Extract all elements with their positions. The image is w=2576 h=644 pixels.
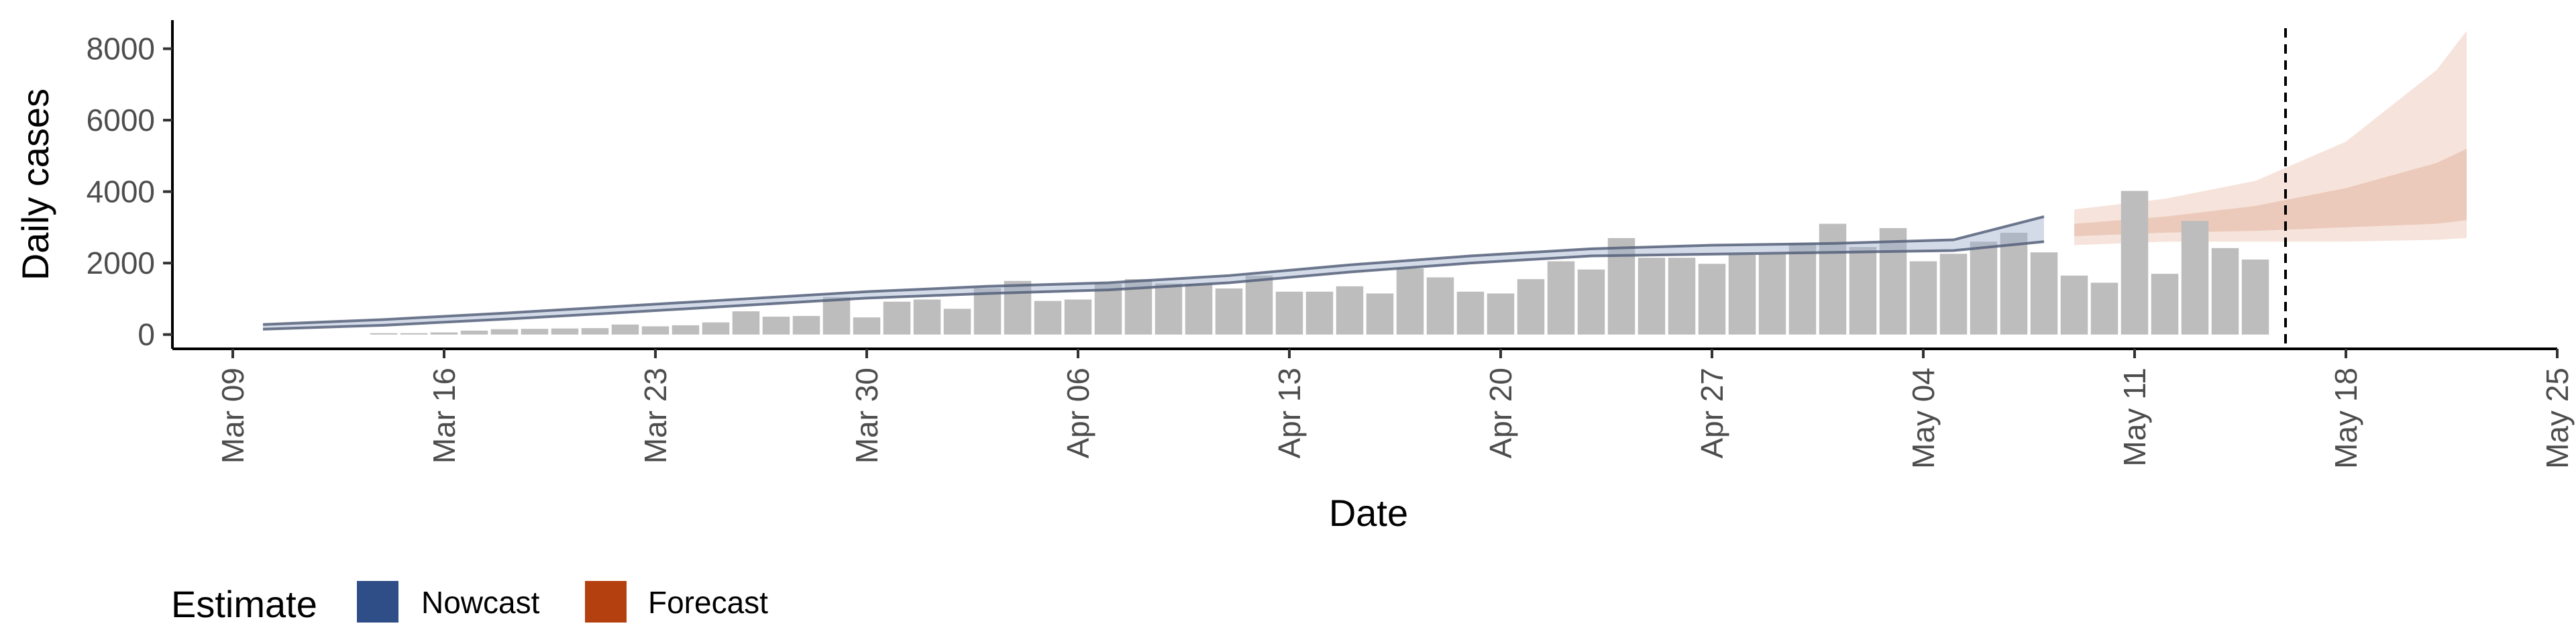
- bar-2020-04-11: [1215, 288, 1243, 335]
- bar-2020-04-05: [1034, 301, 1062, 335]
- bar-2020-04-01: [913, 299, 941, 335]
- legend: Estimate Nowcast Forecast: [171, 581, 768, 625]
- bar-2020-03-26: [732, 311, 760, 335]
- bar-2020-03-16: [430, 332, 458, 335]
- bar-2020-03-15: [400, 333, 428, 335]
- bars: [370, 191, 2269, 335]
- nowcast-upper-line: [262, 215, 2045, 326]
- nowcast-bands: [262, 215, 2045, 331]
- x-tick-label: Mar 30: [849, 368, 884, 464]
- bar-2020-05-02: [1849, 247, 1877, 335]
- bar-2020-04-06: [1064, 299, 1092, 335]
- bar-2020-05-05: [1939, 254, 1968, 335]
- bar-2020-04-26: [1668, 258, 1696, 335]
- bar-2020-03-14: [370, 333, 398, 335]
- y-tick-label: 4000: [87, 174, 155, 209]
- bar-2020-04-14: [1305, 291, 1334, 335]
- bar-2020-03-31: [883, 301, 911, 335]
- bar-2020-03-24: [672, 325, 700, 335]
- bar-2020-05-08: [2030, 252, 2058, 335]
- bar-2020-04-21: [1517, 279, 1545, 335]
- x-tick-label: Apr 20: [1483, 368, 1518, 459]
- legend-swatch-nowcast: [357, 581, 398, 623]
- bar-2020-03-18: [490, 329, 519, 335]
- bar-2020-03-30: [853, 317, 881, 335]
- y-tick-label: 6000: [87, 103, 155, 138]
- bar-2020-05-01: [1819, 223, 1847, 335]
- bar-2020-04-18: [1426, 277, 1454, 335]
- bar-2020-04-09: [1155, 283, 1183, 335]
- legend-title: Estimate: [171, 583, 317, 625]
- bar-2020-04-30: [1788, 243, 1817, 335]
- bar-2020-03-17: [460, 330, 488, 335]
- bar-2020-04-13: [1275, 291, 1303, 335]
- x-tick-label: Mar 16: [427, 368, 462, 464]
- x-axis-title: Date: [1329, 492, 1408, 534]
- bar-2020-04-04: [1004, 280, 1032, 335]
- bar-2020-05-06: [1970, 241, 1998, 335]
- bar-2020-03-22: [611, 324, 639, 335]
- bar-2020-03-19: [521, 329, 549, 335]
- nowcast-band: [263, 216, 2044, 329]
- x-tick-label: Mar 09: [215, 368, 250, 464]
- bar-2020-03-21: [581, 328, 609, 335]
- bar-2020-05-15: [2241, 259, 2269, 335]
- bar-2020-03-29: [822, 297, 851, 335]
- bar-2020-03-25: [702, 322, 730, 335]
- x-tick-label: Apr 27: [1695, 368, 1729, 459]
- y-axis-title: Daily cases: [14, 89, 56, 280]
- bar-2020-04-15: [1336, 286, 1364, 335]
- bar-2020-05-12: [2151, 274, 2179, 335]
- x-tick-label: Apr 13: [1272, 368, 1307, 459]
- forecast-bands: [2074, 30, 2467, 246]
- x-tick-label: May 18: [2328, 368, 2363, 469]
- legend-label-forecast: Forecast: [648, 585, 768, 620]
- bar-2020-04-02: [943, 309, 971, 335]
- bar-2020-04-23: [1577, 269, 1605, 335]
- bar-2020-05-04: [1909, 261, 1937, 335]
- bar-2020-05-14: [2211, 248, 2239, 335]
- x-tick-label: May 25: [2540, 368, 2575, 469]
- bar-2020-04-12: [1245, 275, 1273, 335]
- x-tick-label: Mar 23: [638, 368, 673, 464]
- forecast-band-50: [2074, 148, 2467, 237]
- bar-2020-05-10: [2090, 282, 2118, 335]
- bar-2020-04-16: [1366, 293, 1394, 335]
- x-tick-label: May 04: [1906, 368, 1941, 469]
- x-tick-label: Apr 06: [1061, 368, 1095, 459]
- x-tick-label: May 11: [2117, 368, 2152, 466]
- bar-2020-04-10: [1185, 284, 1213, 335]
- legend-swatch-forecast: [585, 581, 627, 623]
- axes: 0 2000 4000 6000 8000 Mar 09 Mar 16 Mar 23 Mar 3…: [87, 20, 2575, 469]
- bar-2020-04-03: [973, 288, 1002, 335]
- bar-2020-03-27: [762, 317, 790, 335]
- bar-2020-04-19: [1456, 291, 1485, 335]
- bar-2020-05-09: [2060, 275, 2088, 335]
- bar-2020-04-22: [1547, 261, 1575, 335]
- bar-2020-04-25: [1638, 258, 1666, 335]
- bar-2020-04-27: [1698, 264, 1726, 335]
- bar-2020-04-07: [1094, 284, 1122, 335]
- bar-2020-04-17: [1396, 268, 1424, 335]
- legend-label-nowcast: Nowcast: [421, 585, 540, 620]
- bar-2020-04-20: [1487, 293, 1515, 335]
- bar-2020-04-29: [1758, 254, 1786, 335]
- bar-2020-05-07: [2000, 232, 2028, 335]
- bar-2020-03-20: [551, 328, 579, 335]
- nowcast-lower-line: [262, 240, 2045, 331]
- y-tick-label: 2000: [87, 246, 155, 280]
- bar-2020-04-28: [1728, 254, 1756, 335]
- bar-2020-05-13: [2181, 221, 2209, 335]
- bar-2020-05-03: [1879, 227, 1907, 335]
- bar-2020-05-11: [2121, 191, 2149, 335]
- bar-2020-03-23: [641, 326, 669, 335]
- bar-2020-03-28: [792, 316, 820, 335]
- y-tick-label: 0: [138, 317, 155, 352]
- y-tick-label: 8000: [87, 32, 155, 66]
